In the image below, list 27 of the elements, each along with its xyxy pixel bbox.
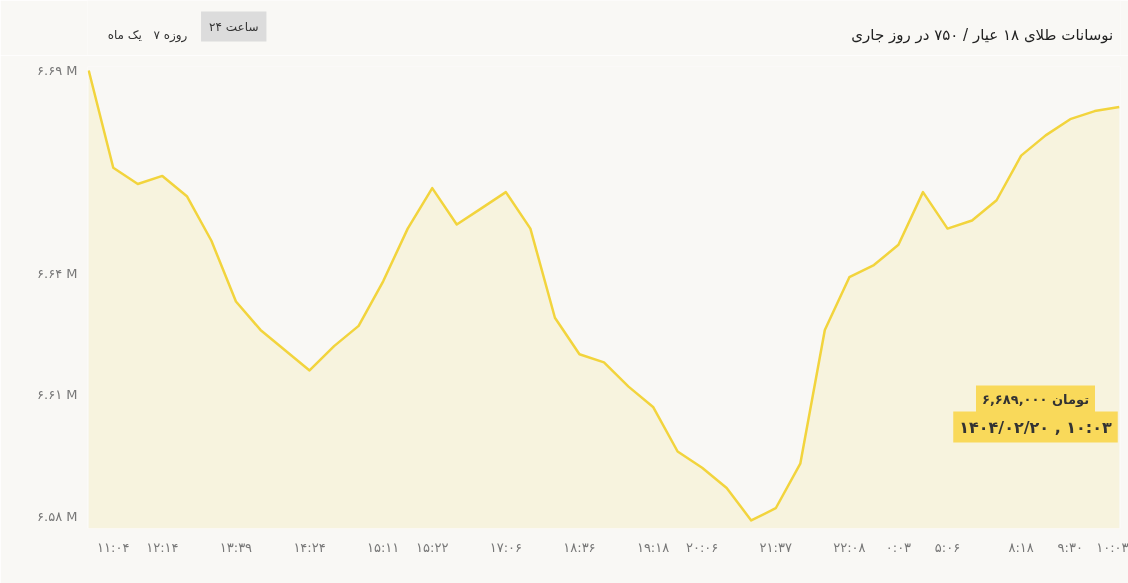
x-tick-label: ۵:۰۶ (934, 539, 961, 555)
x-tick-label: ۸:۱۸ (1008, 539, 1034, 555)
x-tick-label: ۰:۰۳ (885, 539, 912, 555)
x-tick-label: ۲۰:۰۶ (685, 539, 719, 555)
x-tick-label: ۱۵:۲۲ (416, 539, 449, 555)
x-tick-label: ۱۰:۰۳ (1096, 539, 1128, 555)
x-tick-label: ۱۵:۱۱ (367, 539, 400, 555)
chart-title: نوسانات طلای ۱۸ عیار / ۷۵۰ در روز جاری (851, 25, 1114, 44)
text: ۲۴ ساعت (209, 19, 259, 34)
x-tick-label: ۲۱:۳۷ (759, 539, 792, 555)
x-tick-label: ۹:۳۰ (1057, 539, 1083, 555)
annotation: ۶,۶۸۹,۰۰۰ تومان (982, 391, 1090, 407)
y-tick-label: ۶.۶۴ M (37, 265, 78, 281)
x-tick-label: ۱۲:۱۴ (146, 539, 179, 555)
text: ۷ روزه (153, 27, 188, 43)
x-tick-label: ۱۷:۰۶ (489, 539, 523, 555)
y-tick-label: ۶.۶۱ M (37, 387, 78, 403)
annotation: ۱۴۰۴/۰۲/۲۰ , ۱۰:۰۳ (959, 417, 1112, 437)
x-tick-label: ۱۹:۱۸ (636, 539, 670, 555)
x-tick-label: ۱۴:۲۴ (293, 539, 326, 555)
y-tick-label: ۶.۶۹ M (37, 63, 78, 79)
x-tick-label: ۱۸:۳۶ (563, 539, 596, 555)
x-tick-label: ۱۱:۰۴ (97, 539, 130, 555)
x-tick-label: ۲۲:۰۸ (833, 539, 866, 555)
x-tick-label: ۱۳:۳۹ (219, 539, 253, 555)
y-tick-label: ۶.۵۸ M (37, 508, 78, 524)
text: یک ماه (107, 27, 142, 42)
